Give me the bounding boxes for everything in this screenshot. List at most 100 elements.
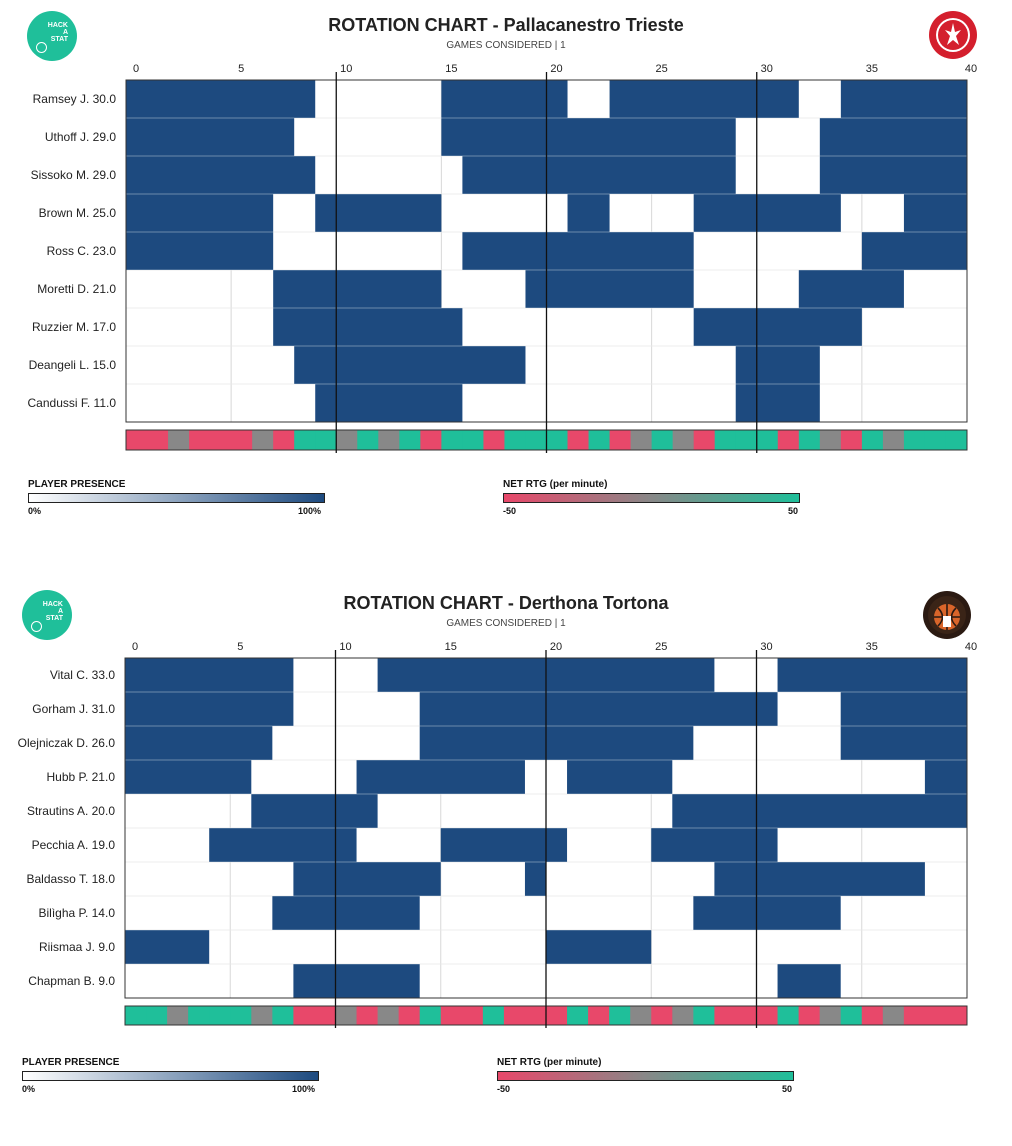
net-rtg-cell [714,430,737,450]
net-rtg-cell [840,430,863,450]
net-rtg-cell [672,1006,694,1025]
net-rtg-cell [630,430,653,450]
stint-bar [567,194,610,232]
stint-bar [798,270,904,308]
net-rtg-cell [735,1006,757,1025]
net-rtg-cell [251,1006,273,1025]
net-rtg-cell [188,1006,210,1025]
net-rtg-cell [882,430,905,450]
player-label: Baldasso T. 18.0 [26,872,115,886]
net-rtg-cell [336,430,358,450]
player-label: Olejniczak D. 26.0 [18,736,116,750]
net-rtg-cell [483,430,505,450]
player-label: Ruzzier M. 17.0 [32,320,116,334]
net-rtg-cell [356,1006,379,1025]
stint-bar [462,156,736,194]
stint-bar [672,794,967,828]
stint-bar [294,346,526,384]
net-rtg-cell [588,430,611,450]
hack-logo-text: HACK A STAT [42,601,63,622]
stint-bar [126,194,274,232]
chart-subtitle: GAMES CONSIDERED | 1 [446,618,566,629]
stint-bar [251,794,378,828]
net-rtg-cell [441,430,463,450]
x-tick-label: 20 [550,63,562,75]
x-tick-label: 25 [656,63,668,75]
player-label: Sissoko M. 29.0 [31,168,117,182]
net-rtg-cell [567,430,590,450]
stint-bar [735,384,820,422]
stint-bar [693,308,862,346]
player-label: Riismaa J. 9.0 [39,940,115,954]
net-rtg-cell [567,1006,589,1025]
presence-legend-max: 100% [298,506,322,516]
stint-bar [126,232,274,270]
net-rtg-cell [903,1006,926,1025]
net-rtg-cell [231,430,253,450]
net-rtg-cell [903,430,926,450]
player-label: Uthoff J. 29.0 [45,130,116,144]
stint-bar [125,692,294,726]
net-rtg-cell [819,430,842,450]
hack-logo-text: HACK A STAT [47,22,68,43]
player-label: Gorham J. 31.0 [32,702,115,716]
net-rtg-cell [503,1006,526,1025]
net-rtg-cell [272,1006,294,1025]
stint-bar [293,964,420,998]
x-tick-label: 15 [445,641,457,653]
net-rtg-cell [209,1006,231,1025]
net-rtg-cell [861,430,884,450]
net-rtg-cell [524,1006,547,1025]
net-rtg-cell [293,1006,315,1025]
stint-bar [273,270,442,308]
basketball-icon [31,621,42,632]
net-rtg-cell [230,1006,252,1025]
net-rtg-legend-title: NET RTG (per minute) [503,479,608,490]
net-rtg-cell [125,1006,147,1025]
net-rtg-cell [482,1006,505,1025]
x-tick-label: 5 [237,641,243,653]
net-rtg-cell [651,1006,673,1025]
net-rtg-legend-max: 50 [782,1084,793,1094]
player-label: Strautins A. 20.0 [27,804,115,818]
stint-bar [441,118,736,156]
net-rtg-cell [630,1006,652,1025]
player-label: Brown M. 25.0 [39,206,117,220]
net-rtg-cell [335,1006,358,1025]
x-tick-label: 25 [655,641,667,653]
net-rtg-cell [399,430,421,450]
basketball-icon [36,42,47,53]
chart-title: ROTATION CHART - Derthona Tortona [343,593,669,613]
net-rtg-cell [588,1006,610,1025]
presence-legend-bar [22,1071,319,1081]
net-rtg-cell [924,1006,947,1025]
stint-bar [462,232,694,270]
stint-bar [609,80,799,118]
stint-bar [440,828,568,862]
x-tick-label: 35 [866,63,878,75]
stint-bar [903,194,967,232]
net-rtg-legend-max: 50 [788,506,799,516]
presence-legend-min: 0% [28,506,42,516]
player-label: Chapman B. 9.0 [28,974,115,988]
net-rtg-legend-bar [497,1071,794,1081]
stint-bar [293,862,441,896]
stint-bar [693,194,841,232]
stint-bar [125,930,210,964]
net-rtg-cell [546,1006,568,1025]
presence-legend-title: PLAYER PRESENCE [22,1057,120,1068]
x-tick-label: 40 [965,63,977,75]
player-label: Pecchia A. 19.0 [32,838,116,852]
presence-legend-max: 100% [292,1084,316,1094]
x-tick-label: 40 [965,641,977,653]
net-rtg-cell [861,1006,884,1025]
net-rtg-cell [147,430,169,450]
rotation-chart-tortona: HACK A STAT ROTATION CHART - Derthona To… [0,578,1012,1146]
net-rtg-cell [672,430,695,450]
stint-bar [714,862,925,896]
player-label: Moretti D. 21.0 [37,282,116,296]
x-tick-label: 5 [238,63,244,75]
stint-bar [125,658,294,692]
stint-bar [315,384,463,422]
rotation-chart-trieste: HACK A STAT ROTATION CHART - Pallacanest… [0,0,1012,560]
